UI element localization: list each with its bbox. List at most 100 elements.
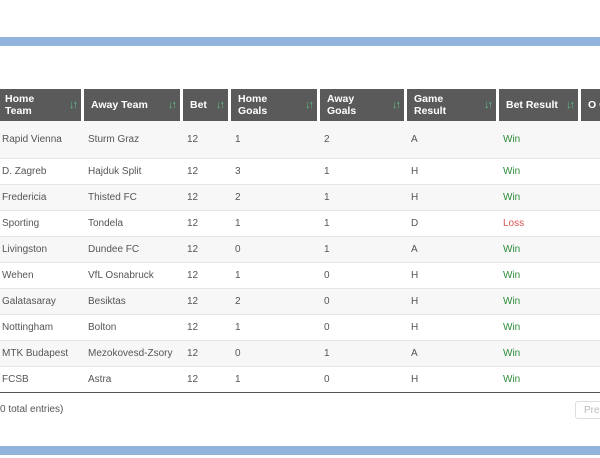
away-goals-cell: 1 [320, 341, 407, 367]
home-team-cell: MTK Budapest [0, 341, 84, 367]
sort-arrows-icon[interactable]: ↓↑ [392, 99, 401, 111]
table-row: MTK Budapest Mezokovesd-Zsory 12 0 1 A Win [0, 341, 600, 367]
col-header-home-team[interactable]: Home Team ↓↑ [0, 89, 84, 121]
home-goals-cell: 0 [231, 341, 320, 367]
away-goals-cell: 1 [320, 185, 407, 211]
results-table-container: Home Team ↓↑ Away Team ↓↑ Bet ↓↑ Home Goals… [0, 89, 600, 393]
home-team-cell: Sporting [0, 211, 84, 237]
bet-cell: 12 [183, 237, 231, 263]
bet-result-cell: Win [499, 315, 581, 341]
truncated-cell [581, 263, 600, 289]
bet-cell: 12 [183, 159, 231, 185]
home-goals-cell: 3 [231, 159, 320, 185]
bet-cell: 12 [183, 341, 231, 367]
bet-result-cell: Win [499, 185, 581, 211]
bet-cell: 12 [183, 367, 231, 393]
away-team-cell: Tondela [84, 211, 183, 237]
home-goals-cell: 1 [231, 367, 320, 393]
game-result-cell: A [407, 237, 499, 263]
truncated-cell [581, 237, 600, 263]
home-team-cell: Wehen [0, 263, 84, 289]
home-goals-cell: 1 [231, 263, 320, 289]
table-row: Wehen VfL Osnabruck 12 1 0 H Win [0, 263, 600, 289]
away-team-cell: Bolton [84, 315, 183, 341]
truncated-cell [581, 211, 600, 237]
game-result-cell: H [407, 185, 499, 211]
bet-cell: 12 [183, 211, 231, 237]
away-team-cell: Hajduk Split [84, 159, 183, 185]
away-goals-cell: 0 [320, 289, 407, 315]
sort-arrows-icon[interactable]: ↓↑ [484, 99, 493, 111]
away-team-cell: Sturm Graz [84, 121, 183, 159]
game-result-cell: A [407, 121, 499, 159]
results-table: Home Team ↓↑ Away Team ↓↑ Bet ↓↑ Home Goals… [0, 89, 600, 393]
sort-arrows-icon[interactable]: ↓↑ [168, 99, 177, 111]
away-team-cell: VfL Osnabruck [84, 263, 183, 289]
col-header-truncated[interactable]: O O [581, 89, 600, 121]
bet-cell: 12 [183, 121, 231, 159]
home-goals-cell: 2 [231, 289, 320, 315]
home-team-cell: Fredericia [0, 185, 84, 211]
bet-result-cell: Win [499, 237, 581, 263]
col-header-game-result[interactable]: Game Result ↓↑ [407, 89, 499, 121]
bet-result-cell: Loss [499, 211, 581, 237]
home-goals-cell: 0 [231, 237, 320, 263]
game-result-cell: H [407, 263, 499, 289]
game-result-cell: A [407, 341, 499, 367]
sort-arrows-icon[interactable]: ↓↑ [69, 99, 78, 111]
top-band [0, 37, 600, 46]
away-team-cell: Astra [84, 367, 183, 393]
away-goals-cell: 0 [320, 263, 407, 289]
col-header-bet[interactable]: Bet ↓↑ [183, 89, 231, 121]
truncated-cell [581, 289, 600, 315]
bet-cell: 12 [183, 185, 231, 211]
away-goals-cell: 0 [320, 315, 407, 341]
col-header-bet-result[interactable]: Bet Result ↓↑ [499, 89, 581, 121]
sort-arrows-icon[interactable]: ↓↑ [566, 99, 575, 111]
away-team-cell: Mezokovesd-Zsory [84, 341, 183, 367]
col-header-away-goals[interactable]: Away Goals ↓↑ [320, 89, 407, 121]
bet-cell: 12 [183, 289, 231, 315]
table-row: Rapid Vienna Sturm Graz 12 1 2 A Win [0, 121, 600, 159]
table-row: Sporting Tondela 12 1 1 D Loss [0, 211, 600, 237]
bet-cell: 12 [183, 315, 231, 341]
home-goals-cell: 1 [231, 121, 320, 159]
away-goals-cell: 0 [320, 367, 407, 393]
table-row: FCSB Astra 12 1 0 H Win [0, 367, 600, 393]
home-team-cell: Livingston [0, 237, 84, 263]
truncated-cell [581, 315, 600, 341]
col-header-home-goals[interactable]: Home Goals ↓↑ [231, 89, 320, 121]
home-team-cell: Nottingham [0, 315, 84, 341]
away-goals-cell: 1 [320, 159, 407, 185]
home-team-cell: Rapid Vienna [0, 121, 84, 159]
away-goals-cell: 2 [320, 121, 407, 159]
away-goals-cell: 1 [320, 237, 407, 263]
bet-result-cell: Win [499, 289, 581, 315]
home-team-cell: D. Zagreb [0, 159, 84, 185]
game-result-cell: H [407, 367, 499, 393]
bottom-band [0, 446, 600, 455]
away-team-cell: Thisted FC [84, 185, 183, 211]
col-header-away-team[interactable]: Away Team ↓↑ [84, 89, 183, 121]
bet-result-cell: Win [499, 121, 581, 159]
bet-result-cell: Win [499, 263, 581, 289]
home-goals-cell: 2 [231, 185, 320, 211]
sort-arrows-icon[interactable]: ↓↑ [305, 99, 314, 111]
sort-arrows-icon[interactable]: ↓↑ [216, 99, 225, 111]
table-row: Nottingham Bolton 12 1 0 H Win [0, 315, 600, 341]
game-result-cell: D [407, 211, 499, 237]
away-goals-cell: 1 [320, 211, 407, 237]
home-goals-cell: 1 [231, 315, 320, 341]
game-result-cell: H [407, 289, 499, 315]
previous-page-button[interactable]: Pre [575, 401, 600, 419]
bet-result-cell: Win [499, 341, 581, 367]
truncated-cell [581, 341, 600, 367]
away-team-cell: Dundee FC [84, 237, 183, 263]
bet-result-cell: Win [499, 159, 581, 185]
table-row: Galatasaray Besiktas 12 2 0 H Win [0, 289, 600, 315]
home-goals-cell: 1 [231, 211, 320, 237]
home-team-cell: Galatasaray [0, 289, 84, 315]
table-row: Fredericia Thisted FC 12 2 1 H Win [0, 185, 600, 211]
table-header-row: Home Team ↓↑ Away Team ↓↑ Bet ↓↑ Home Goals… [0, 89, 600, 121]
truncated-cell [581, 121, 600, 159]
